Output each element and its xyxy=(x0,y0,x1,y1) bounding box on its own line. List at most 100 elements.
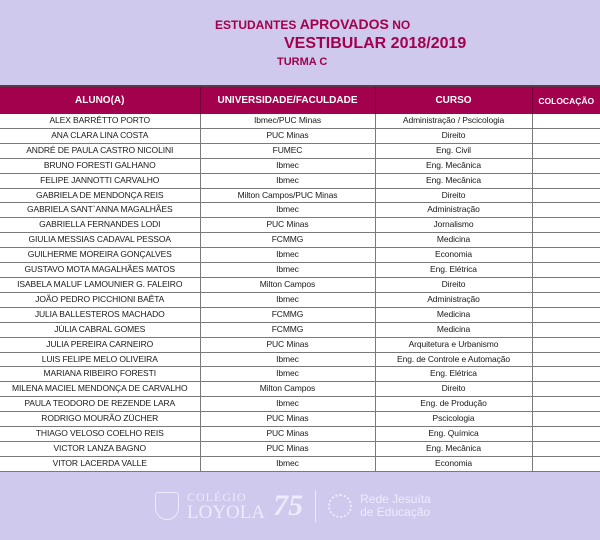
cell-placement xyxy=(531,337,600,353)
cell-university: PUC Minas xyxy=(199,426,376,442)
cell-student: ANDRÉ DE PAULA CASTRO NICOLINI xyxy=(0,143,201,159)
cell-placement xyxy=(531,232,600,249)
cell-student: GABRIELA SANT`ANNA MAGALHÃES xyxy=(0,202,201,219)
cell-placement xyxy=(531,202,600,219)
cell-placement xyxy=(531,411,600,428)
cell-placement xyxy=(531,292,600,308)
table-header-row: ALUNO(A) UNIVERSIDADE/FACULDADE CURSO CO… xyxy=(0,85,600,114)
table-row: ALEX BARRÊTTO PORTO Ibmec/PUC Minas Admini… xyxy=(0,114,600,129)
cell-university: Ibmec xyxy=(199,247,376,264)
cell-student: BRUNO FORESTI GALHANO xyxy=(0,158,201,174)
cell-course: Medicina xyxy=(374,322,533,338)
cell-student: GIULIA MESSIAS CADAVAL PESSOA xyxy=(0,232,201,249)
cell-course: Administração xyxy=(374,292,533,308)
class-subtitle: TURMA C xyxy=(277,56,328,68)
cell-university: PUC Minas xyxy=(199,411,376,428)
table-row: GABRIELA SANT`ANNA MAGALHÃES Ibmec Adminis… xyxy=(0,202,600,219)
divider xyxy=(315,490,317,522)
table-row: FELIPE JANNOTTI CARVALHO Ibmec Eng. Mecâni… xyxy=(0,173,600,189)
title-line-1: ESTUDANTES APROVADOS NO xyxy=(215,16,410,32)
table-row: LUIS FELIPE MELO OLIVEIRA Ibmec Eng. de Co… xyxy=(0,352,600,368)
cell-university: Ibmec xyxy=(199,173,376,189)
table-row: RODRIGO MOURÃO ZÜCHER PUC Minas Pscicologi… xyxy=(0,411,600,428)
table-row: GABRIELA DE MENDONÇA REIS Milton Campos/P… xyxy=(0,188,600,204)
cell-university: Ibmec xyxy=(199,158,376,174)
cell-placement xyxy=(531,247,600,264)
cell-university: FCMMG xyxy=(199,307,376,323)
cell-placement xyxy=(531,426,600,442)
table-row: GUSTAVO MOTA MAGALHÃES MATOS Ibmec Eng. El… xyxy=(0,262,600,278)
cell-course: Medicina xyxy=(374,307,533,323)
cell-university: Ibmec xyxy=(199,262,376,278)
cell-course: Eng. Mecânica xyxy=(374,173,533,189)
cell-course: Eng. Mecânica xyxy=(374,158,533,174)
table-row: VICTOR LANZA BAGNO PUC Minas Eng. Mecânica xyxy=(0,441,600,457)
logo-text: Rede Jesuíta xyxy=(360,492,431,507)
table-row: GABRIELLA FERNANDES LODI PUC Minas Jornali… xyxy=(0,217,600,234)
cell-university: PUC Minas xyxy=(199,217,376,234)
cell-student: ISABELA MALUF LAMOUNIER G. FALEIRO xyxy=(0,277,201,293)
cell-placement xyxy=(531,114,600,129)
column-header-placement: COLOCAÇÃO xyxy=(532,85,600,114)
cell-placement xyxy=(531,456,600,472)
cell-placement xyxy=(531,366,600,383)
cell-course: Eng. Mecânica xyxy=(374,441,533,457)
cell-placement xyxy=(531,128,600,144)
cell-university: Ibmec xyxy=(199,202,376,219)
cell-course: Eng. Elétrica xyxy=(374,262,533,278)
cell-student: MILENA MACIEL MENDONÇA DE CARVALHO xyxy=(0,381,201,398)
cell-course: Direito xyxy=(374,277,533,293)
cell-placement xyxy=(531,217,600,234)
cell-student: JULIA PEREIRA CARNEIRO xyxy=(0,337,201,353)
cell-university: Milton Campos xyxy=(199,277,376,293)
cell-student: RODRIGO MOURÃO ZÜCHER xyxy=(0,411,201,428)
cell-course: Eng. Química xyxy=(374,426,533,442)
cell-university: FUMEC xyxy=(199,143,376,159)
cell-university: Ibmec xyxy=(199,366,376,383)
table-row: GIULIA MESSIAS CADAVAL PESSOA FCMMG Medici… xyxy=(0,232,600,249)
page-title: VESTIBULAR 2018/2019 xyxy=(284,35,467,52)
cell-student: ALEX BARRÊTTO PORTO xyxy=(0,114,201,129)
cell-course: Eng. de Produção xyxy=(374,396,533,413)
cell-university: Ibmec xyxy=(199,456,376,472)
cell-student: VICTOR LANZA BAGNO xyxy=(0,441,201,457)
cell-course: Eng. Elétrica xyxy=(374,366,533,383)
column-header-course: CURSO xyxy=(375,85,533,114)
cell-course: Pscicologia xyxy=(374,411,533,428)
loyola-logo: COLÉGIO LOYOLA xyxy=(187,491,265,522)
cell-placement xyxy=(531,277,600,293)
cell-placement xyxy=(531,173,600,189)
cell-student: FELIPE JANNOTTI CARVALHO xyxy=(0,173,201,189)
cell-student: PAULA TEODORO DE REZENDE LARA xyxy=(0,396,201,413)
column-header-student: ALUNO(A) xyxy=(0,85,201,114)
cell-placement xyxy=(531,441,600,457)
table-row: ANA CLARA LINA COSTA PUC Minas Direito xyxy=(0,128,600,144)
table-row: BRUNO FORESTI GALHANO Ibmec Eng. Mecânica xyxy=(0,158,600,174)
cell-university: PUC Minas xyxy=(199,337,376,353)
cell-university: Ibmec xyxy=(199,396,376,413)
cell-university: FCMMG xyxy=(199,232,376,249)
cell-university: Ibmec xyxy=(199,352,376,368)
cell-student: GABRIELLA FERNANDES LODI xyxy=(0,217,201,234)
footer-logos: COLÉGIO LOYOLA 75 Rede Jesuíta de Educaç… xyxy=(155,488,455,524)
cell-course: Administração / Pscicologia xyxy=(374,114,533,129)
jesuit-sun-icon xyxy=(328,494,353,518)
cell-student: GUILHERME MOREIRA GONÇALVES xyxy=(0,247,201,264)
cell-course: Direito xyxy=(374,188,533,204)
cell-university: Ibmec/PUC Minas xyxy=(199,114,376,129)
cell-course: Jornalismo xyxy=(374,217,533,234)
table-row: MILENA MACIEL MENDONÇA DE CARVALHO Milton… xyxy=(0,381,600,398)
cell-student: GUSTAVO MOTA MAGALHÃES MATOS xyxy=(0,262,201,278)
cell-placement xyxy=(531,143,600,159)
title-text: APROVADOS xyxy=(299,16,389,32)
table-row: JOÃO PEDRO PICCHIONI BAÊTA Ibmec Administr… xyxy=(0,292,600,308)
cell-course: Medicina xyxy=(374,232,533,249)
cell-student: JOÃO PEDRO PICCHIONI BAÊTA xyxy=(0,292,201,308)
column-header-university: UNIVERSIDADE/FACULDADE xyxy=(200,85,376,114)
table-row: THIAGO VELOSO COELHO REIS PUC Minas Eng. Q… xyxy=(0,426,600,442)
table-row: GUILHERME MOREIRA GONÇALVES Ibmec Economia xyxy=(0,247,600,264)
cell-placement xyxy=(531,352,600,368)
logo-text: de Educação xyxy=(360,505,431,519)
table-row: JULIA PEREIRA CARNEIRO PUC Minas Arquitetu… xyxy=(0,337,600,353)
table-row: ANDRÉ DE PAULA CASTRO NICOLINI FUMEC Eng. … xyxy=(0,143,600,159)
